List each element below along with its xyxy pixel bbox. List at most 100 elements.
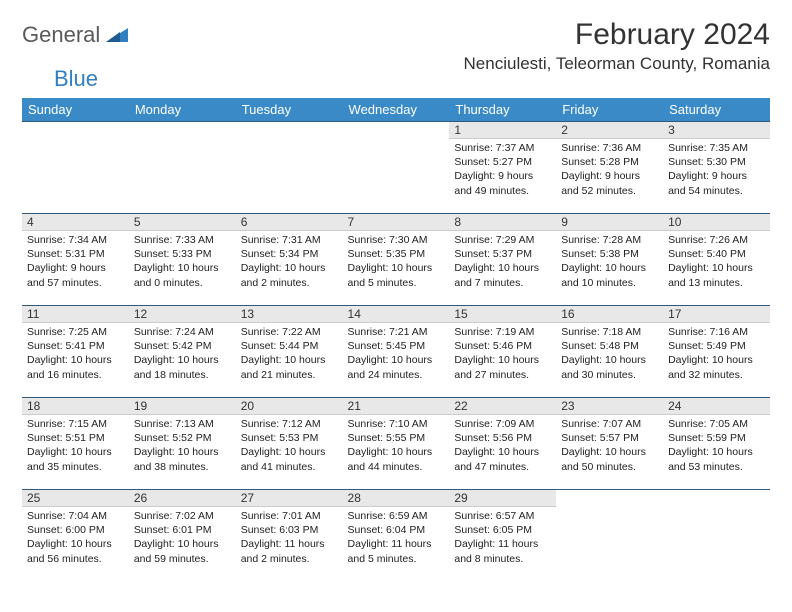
day-detail-line: Daylight: 10 hours [27, 445, 124, 459]
day-detail-line: Sunrise: 7:12 AM [241, 417, 338, 431]
day-number: 23 [556, 397, 663, 415]
day-detail-line: and 21 minutes. [241, 368, 338, 382]
calendar-day-cell: 16Sunrise: 7:18 AMSunset: 5:48 PMDayligh… [556, 305, 663, 397]
calendar-day-cell [236, 121, 343, 213]
day-detail-line: Daylight: 10 hours [561, 445, 658, 459]
day-detail-line: Sunrise: 7:02 AM [134, 509, 231, 523]
day-detail-line: Sunrise: 7:26 AM [668, 233, 765, 247]
day-details: Sunrise: 7:18 AMSunset: 5:48 PMDaylight:… [556, 323, 663, 386]
day-number: 11 [22, 305, 129, 323]
day-number: 24 [663, 397, 770, 415]
day-detail-line: Daylight: 10 hours [348, 261, 445, 275]
day-detail-line: and 44 minutes. [348, 460, 445, 474]
day-detail-line: and 32 minutes. [668, 368, 765, 382]
day-details: Sunrise: 7:16 AMSunset: 5:49 PMDaylight:… [663, 323, 770, 386]
day-detail-line: and 24 minutes. [348, 368, 445, 382]
day-detail-line: and 47 minutes. [454, 460, 551, 474]
day-details: Sunrise: 7:01 AMSunset: 6:03 PMDaylight:… [236, 507, 343, 570]
day-detail-line: and 13 minutes. [668, 276, 765, 290]
calendar-day-cell [343, 121, 450, 213]
calendar-day-cell: 17Sunrise: 7:16 AMSunset: 5:49 PMDayligh… [663, 305, 770, 397]
day-number: 3 [663, 121, 770, 139]
day-number: 25 [22, 489, 129, 507]
day-number: 21 [343, 397, 450, 415]
day-detail-line: Sunrise: 6:57 AM [454, 509, 551, 523]
day-number: 1 [449, 121, 556, 139]
day-detail-line: Sunset: 5:38 PM [561, 247, 658, 261]
calendar-day-cell: 12Sunrise: 7:24 AMSunset: 5:42 PMDayligh… [129, 305, 236, 397]
day-number-bar [343, 121, 450, 138]
logo-triangle-icon [106, 26, 128, 47]
weekday-header-cell: Friday [556, 98, 663, 121]
day-details: Sunrise: 7:19 AMSunset: 5:46 PMDaylight:… [449, 323, 556, 386]
day-number: 2 [556, 121, 663, 139]
day-detail-line: Sunrise: 7:13 AM [134, 417, 231, 431]
day-detail-line: and 7 minutes. [454, 276, 551, 290]
day-detail-line: Sunset: 5:51 PM [27, 431, 124, 445]
day-number: 26 [129, 489, 236, 507]
day-details: Sunrise: 7:13 AMSunset: 5:52 PMDaylight:… [129, 415, 236, 478]
day-detail-line: Sunset: 6:04 PM [348, 523, 445, 537]
day-detail-line: Sunset: 5:48 PM [561, 339, 658, 353]
day-number-bar [236, 121, 343, 138]
day-details: Sunrise: 7:05 AMSunset: 5:59 PMDaylight:… [663, 415, 770, 478]
day-number: 4 [22, 213, 129, 231]
calendar-day-cell: 14Sunrise: 7:21 AMSunset: 5:45 PMDayligh… [343, 305, 450, 397]
day-details: Sunrise: 7:09 AMSunset: 5:56 PMDaylight:… [449, 415, 556, 478]
day-detail-line: Sunset: 5:46 PM [454, 339, 551, 353]
day-detail-line: and 50 minutes. [561, 460, 658, 474]
day-detail-line: Daylight: 10 hours [668, 353, 765, 367]
day-number: 27 [236, 489, 343, 507]
calendar-day-cell: 23Sunrise: 7:07 AMSunset: 5:57 PMDayligh… [556, 397, 663, 489]
day-detail-line: and 2 minutes. [241, 552, 338, 566]
day-detail-line: Sunrise: 7:21 AM [348, 325, 445, 339]
day-number: 8 [449, 213, 556, 231]
weekday-header-cell: Wednesday [343, 98, 450, 121]
day-detail-line: Daylight: 10 hours [454, 353, 551, 367]
calendar-day-cell: 4Sunrise: 7:34 AMSunset: 5:31 PMDaylight… [22, 213, 129, 305]
calendar-day-cell: 26Sunrise: 7:02 AMSunset: 6:01 PMDayligh… [129, 489, 236, 581]
calendar-table: SundayMondayTuesdayWednesdayThursdayFrid… [22, 98, 770, 581]
day-detail-line: and 10 minutes. [561, 276, 658, 290]
logo-blue: Blue [54, 66, 98, 91]
day-details: Sunrise: 7:35 AMSunset: 5:30 PMDaylight:… [663, 139, 770, 202]
day-details: Sunrise: 6:57 AMSunset: 6:05 PMDaylight:… [449, 507, 556, 570]
day-detail-line: Sunrise: 7:36 AM [561, 141, 658, 155]
day-detail-line: Daylight: 11 hours [348, 537, 445, 551]
day-detail-line: Sunrise: 7:35 AM [668, 141, 765, 155]
day-detail-line: Daylight: 10 hours [668, 445, 765, 459]
day-details: Sunrise: 7:36 AMSunset: 5:28 PMDaylight:… [556, 139, 663, 202]
calendar-day-cell: 15Sunrise: 7:19 AMSunset: 5:46 PMDayligh… [449, 305, 556, 397]
day-detail-line: Daylight: 10 hours [241, 353, 338, 367]
day-number-bar [663, 489, 770, 506]
day-detail-line: Sunset: 5:56 PM [454, 431, 551, 445]
day-detail-line: Sunset: 5:53 PM [241, 431, 338, 445]
day-detail-line: and 59 minutes. [134, 552, 231, 566]
day-number: 29 [449, 489, 556, 507]
day-detail-line: Sunrise: 7:05 AM [668, 417, 765, 431]
day-details: Sunrise: 7:10 AMSunset: 5:55 PMDaylight:… [343, 415, 450, 478]
day-detail-line: Sunset: 5:34 PM [241, 247, 338, 261]
day-detail-line: Daylight: 10 hours [454, 261, 551, 275]
day-number: 13 [236, 305, 343, 323]
day-detail-line: and 57 minutes. [27, 276, 124, 290]
calendar-day-cell [22, 121, 129, 213]
day-detail-line: Sunrise: 7:16 AM [668, 325, 765, 339]
day-detail-line: and 5 minutes. [348, 276, 445, 290]
calendar-day-cell: 3Sunrise: 7:35 AMSunset: 5:30 PMDaylight… [663, 121, 770, 213]
day-detail-line: Daylight: 10 hours [241, 445, 338, 459]
day-number-bar [129, 121, 236, 138]
day-detail-line: Sunrise: 7:18 AM [561, 325, 658, 339]
day-detail-line: and 2 minutes. [241, 276, 338, 290]
calendar-day-cell: 25Sunrise: 7:04 AMSunset: 6:00 PMDayligh… [22, 489, 129, 581]
day-details: Sunrise: 7:34 AMSunset: 5:31 PMDaylight:… [22, 231, 129, 294]
day-detail-line: Sunrise: 7:22 AM [241, 325, 338, 339]
day-details: Sunrise: 7:21 AMSunset: 5:45 PMDaylight:… [343, 323, 450, 386]
title-block: February 2024 Nenciulesti, Teleorman Cou… [464, 18, 770, 74]
day-number: 5 [129, 213, 236, 231]
day-number: 15 [449, 305, 556, 323]
calendar-week-row: 11Sunrise: 7:25 AMSunset: 5:41 PMDayligh… [22, 305, 770, 397]
calendar-day-cell: 29Sunrise: 6:57 AMSunset: 6:05 PMDayligh… [449, 489, 556, 581]
weekday-header-cell: Sunday [22, 98, 129, 121]
day-detail-line: Sunrise: 7:09 AM [454, 417, 551, 431]
